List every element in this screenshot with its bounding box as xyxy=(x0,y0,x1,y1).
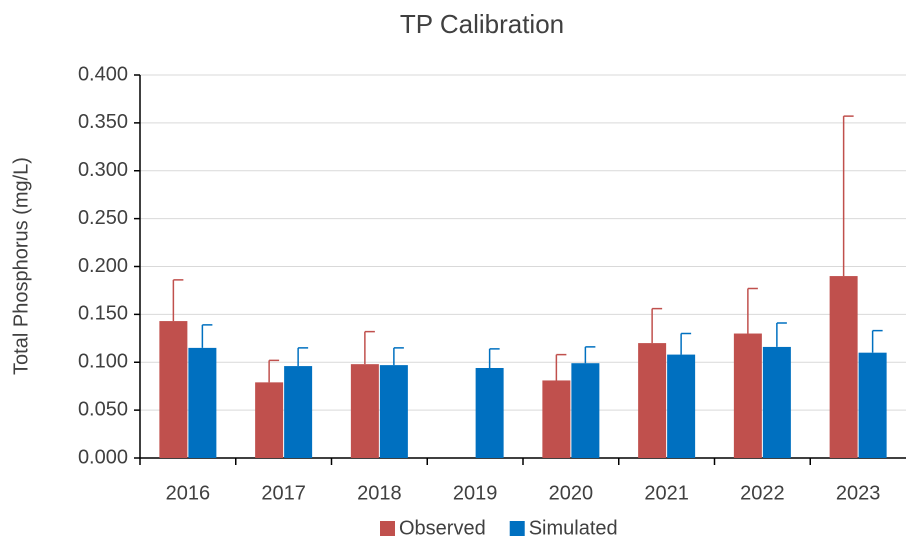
x-tick-label: 2023 xyxy=(836,482,881,504)
y-tick-label: 0.350 xyxy=(78,111,128,133)
bar xyxy=(542,380,571,458)
y-tick-label: 0.300 xyxy=(78,159,128,181)
bar xyxy=(255,382,284,458)
bar xyxy=(829,276,858,458)
chart-title: TP Calibration xyxy=(400,9,564,39)
y-tick-label: 0.200 xyxy=(78,255,128,277)
x-tick-label: 2022 xyxy=(740,482,785,504)
legend-swatch xyxy=(380,521,395,536)
bar xyxy=(667,354,696,458)
x-tick-label: 2020 xyxy=(549,482,594,504)
error-bar xyxy=(584,346,596,364)
error-bar xyxy=(393,347,404,366)
bar xyxy=(733,333,762,458)
legend-swatch xyxy=(509,521,525,536)
bar xyxy=(159,321,188,458)
error-bar xyxy=(268,359,280,383)
bar xyxy=(571,363,600,458)
y-tick-label: 0.000 xyxy=(78,446,128,468)
x-tick-label: 2016 xyxy=(166,482,211,504)
error-bar xyxy=(651,307,663,344)
bar xyxy=(475,367,504,458)
bar xyxy=(350,364,379,458)
x-tick-label: 2017 xyxy=(261,482,306,504)
error-bar xyxy=(488,348,500,368)
y-tick-label: 0.250 xyxy=(78,207,128,229)
bar xyxy=(762,346,791,458)
error-bar xyxy=(172,279,184,322)
legend-label: Observed xyxy=(399,517,486,539)
bar xyxy=(188,347,217,458)
y-tick-label: 0.050 xyxy=(78,398,128,420)
bar xyxy=(858,352,887,458)
error-bar xyxy=(871,329,883,353)
error-bar xyxy=(297,347,309,367)
y-axis-title: Total Phosphorus (mg/L) xyxy=(10,157,32,375)
error-bar xyxy=(201,324,213,348)
x-tick-label: 2019 xyxy=(453,482,498,504)
y-tick-label: 0.400 xyxy=(78,63,128,85)
error-bar xyxy=(364,330,375,365)
legend-label: Simulated xyxy=(529,517,618,539)
error-bar xyxy=(555,353,567,381)
x-tick-label: 2018 xyxy=(357,482,402,504)
error-bar xyxy=(776,322,787,347)
bar xyxy=(638,343,667,458)
x-tick-label: 2021 xyxy=(644,482,689,504)
error-bar xyxy=(747,287,758,334)
y-tick-label: 0.150 xyxy=(78,303,128,325)
error-bar xyxy=(842,115,854,277)
y-tick-label: 0.100 xyxy=(78,351,128,373)
bar xyxy=(379,365,408,458)
bar xyxy=(284,366,313,458)
error-bar xyxy=(680,332,692,355)
